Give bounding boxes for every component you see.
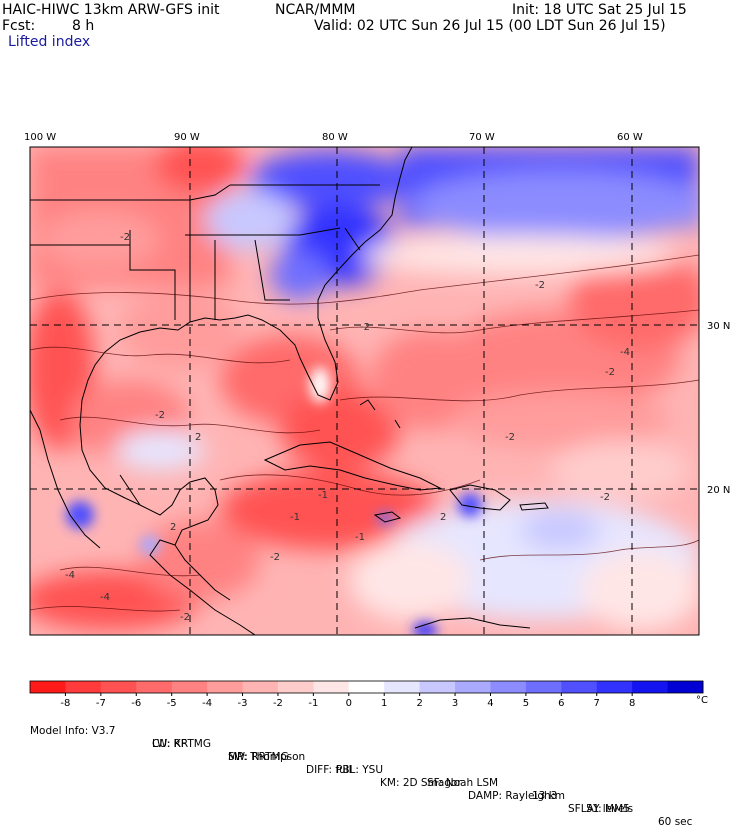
graticule: [30, 147, 699, 635]
colorbar-tick-label: -3: [238, 698, 248, 709]
colorbar-swatch: [632, 681, 669, 693]
info-version: Model Info: V3.7: [30, 725, 116, 737]
colorbar-swatch: [348, 681, 385, 693]
colorbar-swatch: [596, 681, 633, 693]
org-title: NCAR/MMM: [275, 2, 356, 18]
contour-label: -1: [355, 532, 365, 543]
colorbar-tick-label: 6: [558, 698, 564, 709]
info-damp: DAMP: Rayleigh3: [468, 790, 558, 802]
contour-label: -4: [65, 570, 75, 581]
contour-label: -1: [318, 490, 328, 501]
lon-label-60w: 60 W: [617, 132, 643, 143]
colorbar-swatch: [561, 681, 598, 693]
colorbar-tick-label: 8: [629, 698, 635, 709]
lon-label-70w: 70 W: [469, 132, 495, 143]
colorbar-swatch: [667, 681, 704, 693]
colorbar-tick-label: -5: [167, 698, 177, 709]
lon-label-80w: 80 W: [322, 132, 348, 143]
colorbar-swatch: [525, 681, 562, 693]
contour-label: -2: [155, 410, 165, 421]
contour-label: 2: [170, 522, 176, 533]
lat-label-30n: 30 N: [707, 321, 730, 332]
contour-label: -2: [535, 280, 545, 291]
colorbar-tick-label: -6: [131, 698, 141, 709]
contour-label: -4: [100, 592, 110, 603]
colorbar-tick-label: -8: [60, 698, 70, 709]
contour-lines: [30, 254, 699, 612]
info-sw: SW: RRTMG: [228, 751, 289, 763]
fcst-value: 8 h: [72, 18, 95, 34]
field-name: Lifted index: [8, 34, 91, 50]
map-frame: [29, 146, 700, 636]
colorbar-swatch: [171, 681, 208, 693]
colorbar: -8 -7 -6 -5 -4 -3 -2 -1 0 1 2 3 4 5 6 7 8: [29, 680, 704, 709]
contour-label: -4: [620, 347, 630, 358]
model-title: HAIC-HIWC 13km ARW-GFS init: [2, 2, 220, 18]
model-info-line2: LW: RRTMG SW: RRTMG DIFF: full KM: 2D Sm…: [30, 725, 730, 816]
lon-label-100w: 100 W: [24, 132, 56, 143]
lifted-index-field: [30, 147, 699, 635]
colorbar-swatch: [100, 681, 137, 693]
colorbar-tick-label: -4: [202, 698, 212, 709]
contour-label: -2: [180, 612, 190, 623]
colorbar-swatch: [384, 681, 421, 693]
colorbar-frame: [29, 680, 704, 694]
colorbar-swatch: [136, 681, 173, 693]
colorbar-tick-label: 0: [346, 698, 352, 709]
info-km: KM: 2D Smagor: [380, 777, 462, 789]
colorbar-tick-label: 5: [523, 698, 529, 709]
colorbar-tick-label: 2: [416, 698, 422, 709]
colorbar-swatch: [242, 681, 279, 693]
colorbar-tick-label: 4: [487, 698, 493, 709]
colorbar-swatch: [490, 681, 527, 693]
contour-label: 2: [440, 512, 446, 523]
fcst-label: Fcst:: [2, 18, 36, 34]
colorbar-unit: °C: [696, 695, 708, 706]
contour-label: -2: [270, 552, 280, 563]
info-diff: DIFF: full: [306, 764, 352, 776]
colorbar-swatch: [455, 681, 491, 693]
colorbar-swatch: [277, 681, 314, 693]
contour-label: -2: [600, 492, 610, 503]
info-sflay: SFLAY: MM5: [568, 803, 630, 815]
contour-label: -2: [120, 232, 130, 243]
contour-label: -2: [605, 367, 615, 378]
lon-label-90w: 90 W: [174, 132, 200, 143]
colorbar-tick-label: -2: [273, 698, 283, 709]
lat-label-20n: 20 N: [707, 485, 730, 496]
colorbar-swatch: [207, 681, 244, 693]
contour-label: -2: [505, 432, 515, 443]
colorbar-swatch: [313, 681, 350, 693]
contour-label: -2: [360, 322, 370, 333]
colorbar-tick-label: 1: [381, 698, 387, 709]
weather-map: 100 W 90 W 80 W 70 W 60 W 30 N 20 N -2 -…: [24, 132, 730, 709]
colorbar-swatch: [30, 681, 66, 693]
info-timestep: 60 sec: [658, 816, 693, 828]
init-time: Init: 18 UTC Sat 25 Jul 15: [512, 2, 687, 18]
colorbar-tick-label: -7: [96, 698, 106, 709]
colorbar-tick-label: 7: [594, 698, 600, 709]
colorbar-swatch: [65, 681, 102, 693]
colorbar-swatch: [419, 681, 456, 693]
colorbar-tick-label: -1: [308, 698, 318, 709]
colorbar-tick-label: 3: [452, 698, 458, 709]
valid-time: Valid: 02 UTC Sun 26 Jul 15 (00 LDT Sun …: [314, 18, 666, 34]
contour-label: 2: [195, 432, 201, 443]
contour-label: -1: [290, 512, 300, 523]
